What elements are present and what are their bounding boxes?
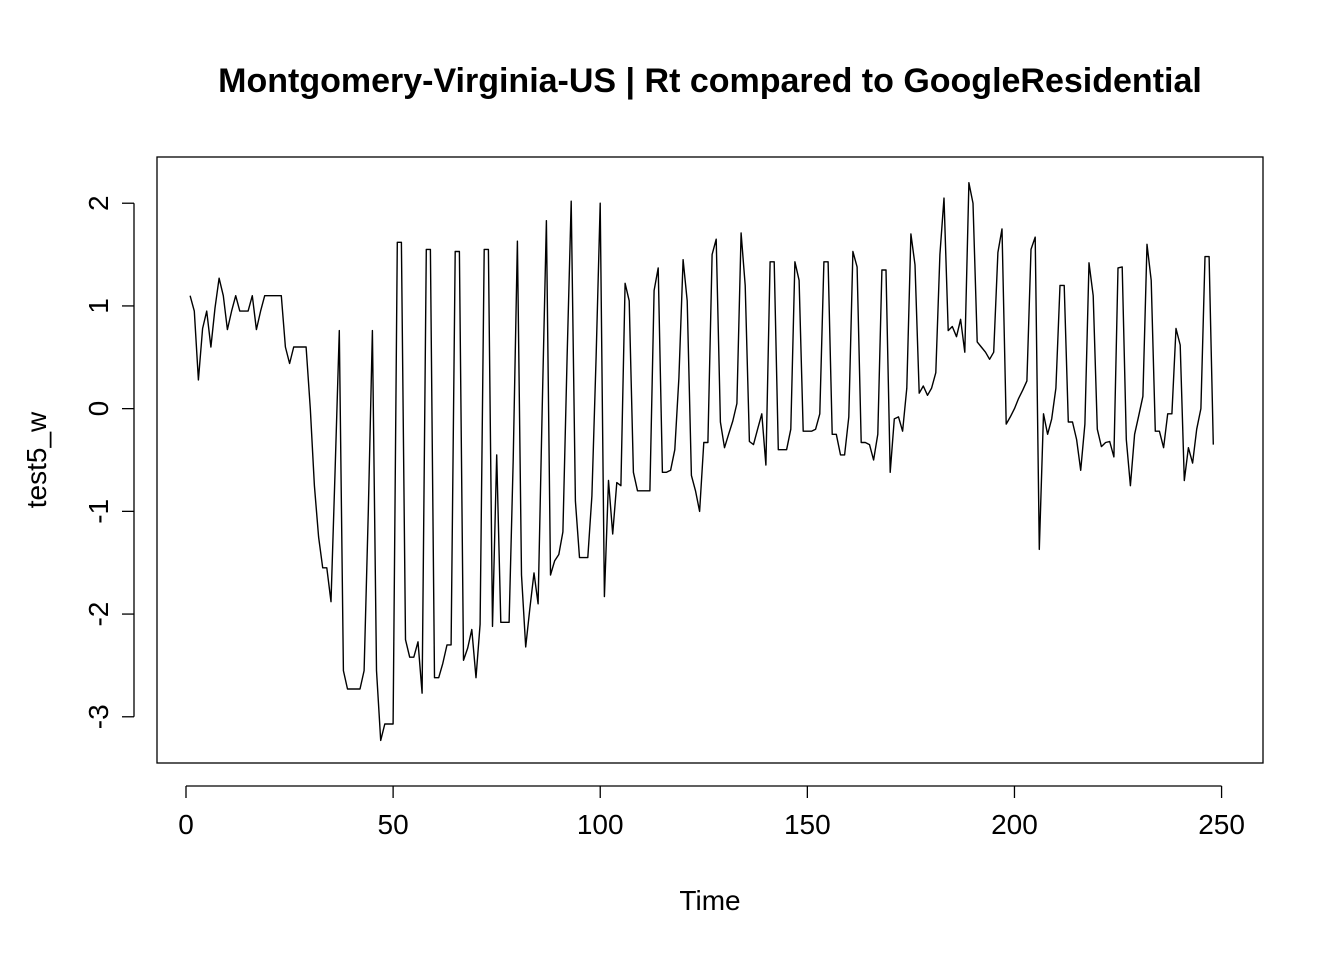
series-layer bbox=[189, 182, 1214, 742]
y-tick-label: 1 bbox=[83, 298, 114, 314]
x-tick-label: 200 bbox=[991, 809, 1038, 840]
y-tick-label: -3 bbox=[83, 704, 114, 729]
y-tick-label: 0 bbox=[83, 401, 114, 417]
chart-title: Montgomery-Virginia-US | Rt compared to … bbox=[218, 62, 1202, 100]
x-axis-label: Time bbox=[679, 885, 740, 916]
x-tick-label: 250 bbox=[1198, 809, 1245, 840]
x-tick-label: 50 bbox=[378, 809, 409, 840]
y-tick-label: 2 bbox=[83, 195, 114, 211]
x-tick-label: 150 bbox=[784, 809, 831, 840]
x-tick-label: 0 bbox=[178, 809, 194, 840]
y-axis: -3 -2 -1 0 1 2 bbox=[83, 195, 135, 729]
x-tick-label: 100 bbox=[577, 809, 624, 840]
y-tick-label: -1 bbox=[83, 499, 114, 524]
y-tick-label: -2 bbox=[83, 602, 114, 627]
y-axis-label: test5_w bbox=[21, 411, 52, 508]
series-line bbox=[189, 182, 1214, 742]
plot-area-border bbox=[156, 156, 1264, 764]
x-axis: 0 50 100 150 200 250 bbox=[178, 785, 1245, 840]
